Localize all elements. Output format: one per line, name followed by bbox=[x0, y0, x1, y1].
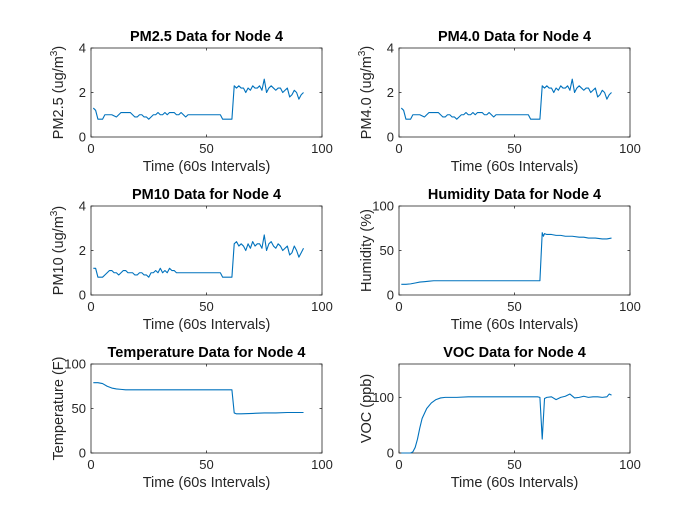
plot-area bbox=[398, 47, 631, 138]
x-tick-label: 0 bbox=[87, 457, 94, 472]
y-tick-label: 50 bbox=[72, 401, 86, 416]
y-axis-label-superscript: 3 bbox=[49, 210, 60, 216]
y-tick-label: 0 bbox=[79, 446, 86, 461]
subplot-1: 0 50 100 0 2 4 PM2.5 Data for Node 4 Time (60s … bbox=[49, 29, 333, 175]
x-tick-label: 100 bbox=[311, 141, 333, 156]
y-axis-label-main: Temperature (F) bbox=[51, 357, 67, 461]
x-tick-label: 50 bbox=[507, 299, 521, 314]
subplot-3: 0 50 100 0 2 4 PM10 Data for Node 4 Time (60s I… bbox=[49, 187, 333, 333]
chart-title: Temperature Data for Node 4 bbox=[108, 345, 306, 361]
x-tick-label: 50 bbox=[507, 141, 521, 156]
x-tick-label: 100 bbox=[619, 299, 641, 314]
y-axis-label: PM2.5 (ug/m3) bbox=[49, 46, 67, 139]
chart-title: PM10 Data for Node 4 bbox=[132, 187, 281, 203]
x-tick-label: 100 bbox=[619, 141, 641, 156]
plot-area bbox=[398, 363, 631, 454]
series-line bbox=[400, 78, 612, 120]
x-axis-label: Time (60s Intervals) bbox=[143, 317, 271, 333]
y-tick-label: 50 bbox=[380, 243, 394, 258]
x-tick-label: 100 bbox=[311, 457, 333, 472]
y-axis-label: Humidity (%) bbox=[359, 209, 375, 292]
y-tick-label: 4 bbox=[79, 41, 86, 56]
chart-title: Humidity Data for Node 4 bbox=[428, 187, 601, 203]
y-axis-label-end: ) bbox=[359, 46, 375, 51]
x-axis-label: Time (60s Intervals) bbox=[451, 475, 579, 491]
subplot-2: 0 50 100 0 2 4 PM4.0 Data for Node 4 Time (60s … bbox=[357, 29, 641, 175]
plot-area bbox=[90, 47, 323, 138]
y-axis-label-superscript: 3 bbox=[357, 50, 368, 56]
y-tick-label: 4 bbox=[387, 41, 394, 56]
y-tick-label: 100 bbox=[64, 357, 86, 372]
x-tick-label: 0 bbox=[87, 141, 94, 156]
series-line bbox=[93, 234, 305, 278]
x-tick-label: 100 bbox=[619, 457, 641, 472]
y-tick-label: 0 bbox=[387, 288, 394, 303]
plot-area bbox=[90, 363, 323, 454]
subplot-6: 0 50 100 0 100 VOC Data for Node 4 Time (60s I… bbox=[359, 345, 641, 491]
x-tick-label: 0 bbox=[395, 141, 402, 156]
y-axis-label-main: PM10 (ug/m bbox=[51, 216, 67, 295]
series-line bbox=[92, 78, 304, 120]
y-axis-label-end: ) bbox=[51, 206, 67, 211]
plot-area bbox=[398, 205, 631, 296]
y-axis-label-end: ) bbox=[51, 46, 67, 51]
x-tick-label: 50 bbox=[507, 457, 521, 472]
x-axis-label: Time (60s Intervals) bbox=[451, 159, 579, 175]
chart-title: VOC Data for Node 4 bbox=[443, 345, 586, 361]
y-axis-label-main: PM2.5 (ug/m bbox=[51, 56, 67, 139]
x-tick-label: 0 bbox=[395, 299, 402, 314]
x-axis-label: Time (60s Intervals) bbox=[451, 317, 579, 333]
x-tick-label: 50 bbox=[199, 141, 213, 156]
series-line bbox=[401, 232, 612, 285]
chart-title: PM4.0 Data for Node 4 bbox=[438, 29, 591, 45]
y-axis-label: VOC (ppb) bbox=[359, 374, 375, 443]
series-line bbox=[401, 393, 612, 454]
y-tick-label: 2 bbox=[79, 85, 86, 100]
y-tick-label: 100 bbox=[372, 390, 394, 405]
x-tick-label: 50 bbox=[199, 457, 213, 472]
plot-area bbox=[90, 205, 323, 296]
y-axis-label-superscript: 3 bbox=[49, 50, 60, 56]
x-axis-label: Time (60s Intervals) bbox=[143, 475, 271, 491]
y-axis-label-main: Humidity (%) bbox=[359, 209, 375, 292]
y-axis-label-main: VOC (ppb) bbox=[359, 374, 375, 443]
series-line bbox=[93, 382, 304, 415]
x-tick-label: 100 bbox=[311, 299, 333, 314]
x-tick-label: 50 bbox=[199, 299, 213, 314]
x-axis-label: Time (60s Intervals) bbox=[143, 159, 271, 175]
y-tick-label: 0 bbox=[79, 130, 86, 145]
subplot-4: 0 50 100 0 50 100 Humidity Data for Node 4 Time… bbox=[359, 187, 641, 333]
y-tick-label: 0 bbox=[79, 288, 86, 303]
y-axis-label-main: PM4.0 (ug/m bbox=[359, 56, 375, 139]
y-axis-label: Temperature (F) bbox=[51, 357, 67, 461]
y-tick-label: 100 bbox=[372, 199, 394, 214]
y-tick-label: 4 bbox=[79, 199, 86, 214]
y-tick-label: 2 bbox=[79, 243, 86, 258]
y-tick-label: 0 bbox=[387, 130, 394, 145]
chart-title: PM2.5 Data for Node 4 bbox=[130, 29, 283, 45]
y-tick-label: 2 bbox=[387, 85, 394, 100]
subplot-5: 0 50 100 0 50 100 Temperature Data for Node 4 T… bbox=[51, 345, 333, 491]
x-tick-label: 0 bbox=[395, 457, 402, 472]
x-tick-label: 0 bbox=[87, 299, 94, 314]
y-axis-label: PM4.0 (ug/m3) bbox=[357, 46, 375, 139]
y-axis-label: PM10 (ug/m3) bbox=[49, 206, 67, 295]
y-tick-label: 0 bbox=[387, 446, 394, 461]
